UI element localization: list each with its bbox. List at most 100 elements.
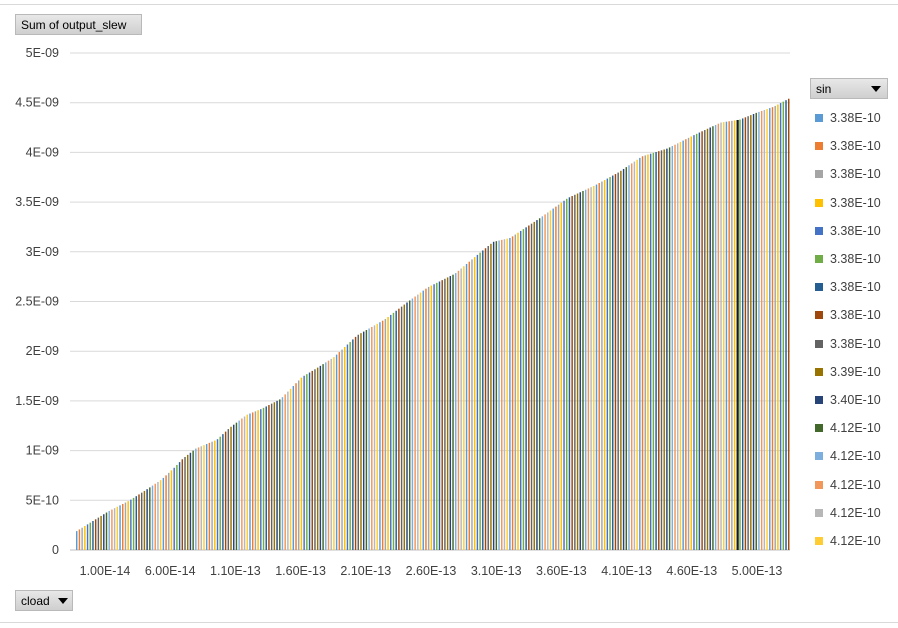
x-tick-label: 6.00E-14 <box>145 564 196 578</box>
bar <box>774 105 776 551</box>
bar <box>243 416 246 550</box>
bar <box>303 375 305 550</box>
bar <box>362 331 365 550</box>
bar <box>281 397 284 550</box>
bar <box>335 354 338 550</box>
legend-item: 3.38E-10 <box>812 104 894 132</box>
axis-field-button[interactable]: cload <box>15 590 73 611</box>
bar <box>178 462 181 550</box>
bar <box>758 111 760 551</box>
bar <box>270 403 273 550</box>
bar <box>788 98 790 550</box>
values-field-button[interactable]: Sum of output_slew <box>15 14 142 35</box>
bar <box>124 502 127 550</box>
bar <box>292 386 295 550</box>
bar <box>365 330 368 550</box>
bar <box>674 144 676 550</box>
bar <box>373 325 376 550</box>
bar <box>463 266 465 550</box>
bar <box>151 485 154 550</box>
bar <box>306 374 308 550</box>
bar <box>739 119 741 550</box>
legend-item: 4.12E-10 <box>812 527 894 555</box>
legend-item: 4.12E-10 <box>812 414 894 442</box>
x-axis-ticks: 1.00E-14 6.00E-14 1.10E-13 1.60E-13 2.10E-13… <box>80 564 783 578</box>
legend-item: 4.12E-10 <box>812 499 894 527</box>
bar <box>314 369 316 550</box>
bar <box>511 236 514 551</box>
bar <box>660 150 663 550</box>
bar <box>747 116 749 551</box>
bar <box>411 298 414 550</box>
x-tick-label: 2.10E-13 <box>340 564 391 578</box>
bar <box>771 107 774 550</box>
bar <box>503 239 506 550</box>
bar <box>590 187 592 551</box>
bar <box>376 323 378 550</box>
bar <box>544 214 546 550</box>
bar <box>289 388 292 550</box>
bar <box>639 157 641 550</box>
bar <box>268 405 270 550</box>
bar <box>720 122 722 550</box>
bar <box>176 464 178 550</box>
bar <box>501 239 503 550</box>
bar <box>465 263 468 550</box>
legend-swatch <box>815 170 823 179</box>
legend-item: 3.38E-10 <box>812 160 894 188</box>
bar <box>168 472 170 550</box>
legend-swatch <box>815 536 823 545</box>
bar <box>392 312 395 550</box>
legend-item: 3.38E-10 <box>812 189 894 217</box>
legend-label: 3.38E-10 <box>830 195 881 210</box>
legend-swatch <box>815 452 823 461</box>
legend-label: 3.39E-10 <box>830 364 881 379</box>
bar <box>728 121 730 550</box>
legend-field-button[interactable]: sin <box>810 78 888 99</box>
bar <box>668 147 671 550</box>
bar <box>433 284 435 550</box>
bar <box>162 477 165 550</box>
bar <box>92 520 94 550</box>
bar <box>287 391 289 550</box>
chevron-down-icon[interactable] <box>871 85 881 92</box>
bar <box>403 304 406 550</box>
bar <box>698 132 701 551</box>
bar <box>644 155 646 550</box>
bar <box>279 399 281 550</box>
legend-label: 3.38E-10 <box>830 223 881 238</box>
bar <box>208 442 211 550</box>
bar <box>127 501 129 550</box>
bar <box>333 357 335 550</box>
bar <box>574 194 576 550</box>
legend-swatch <box>815 339 823 348</box>
bar <box>723 122 725 551</box>
bar <box>146 489 148 550</box>
bar <box>482 250 484 550</box>
legend-swatch <box>815 480 823 489</box>
bar <box>192 450 194 550</box>
bar <box>625 167 628 551</box>
legend-item: 3.38E-10 <box>812 132 894 160</box>
bar <box>387 316 389 550</box>
bar <box>522 229 525 550</box>
x-tick-label: 5.00E-13 <box>732 564 783 578</box>
bar <box>116 506 119 550</box>
window-frame-top <box>0 0 898 5</box>
y-tick-label: 4E-09 <box>26 145 59 159</box>
bar <box>473 257 476 550</box>
legend-swatch <box>815 198 823 207</box>
bar <box>211 441 213 550</box>
bar <box>441 280 443 550</box>
bar <box>384 319 387 550</box>
bar <box>311 370 313 550</box>
chevron-down-icon[interactable] <box>57 597 68 604</box>
legend-field-label: sin <box>816 81 832 96</box>
bar <box>330 358 332 550</box>
bar <box>763 110 766 550</box>
bar <box>685 139 687 550</box>
legend-swatch <box>815 508 823 517</box>
bar <box>122 503 124 550</box>
bar <box>630 163 633 550</box>
x-tick-label: 3.10E-13 <box>471 564 522 578</box>
